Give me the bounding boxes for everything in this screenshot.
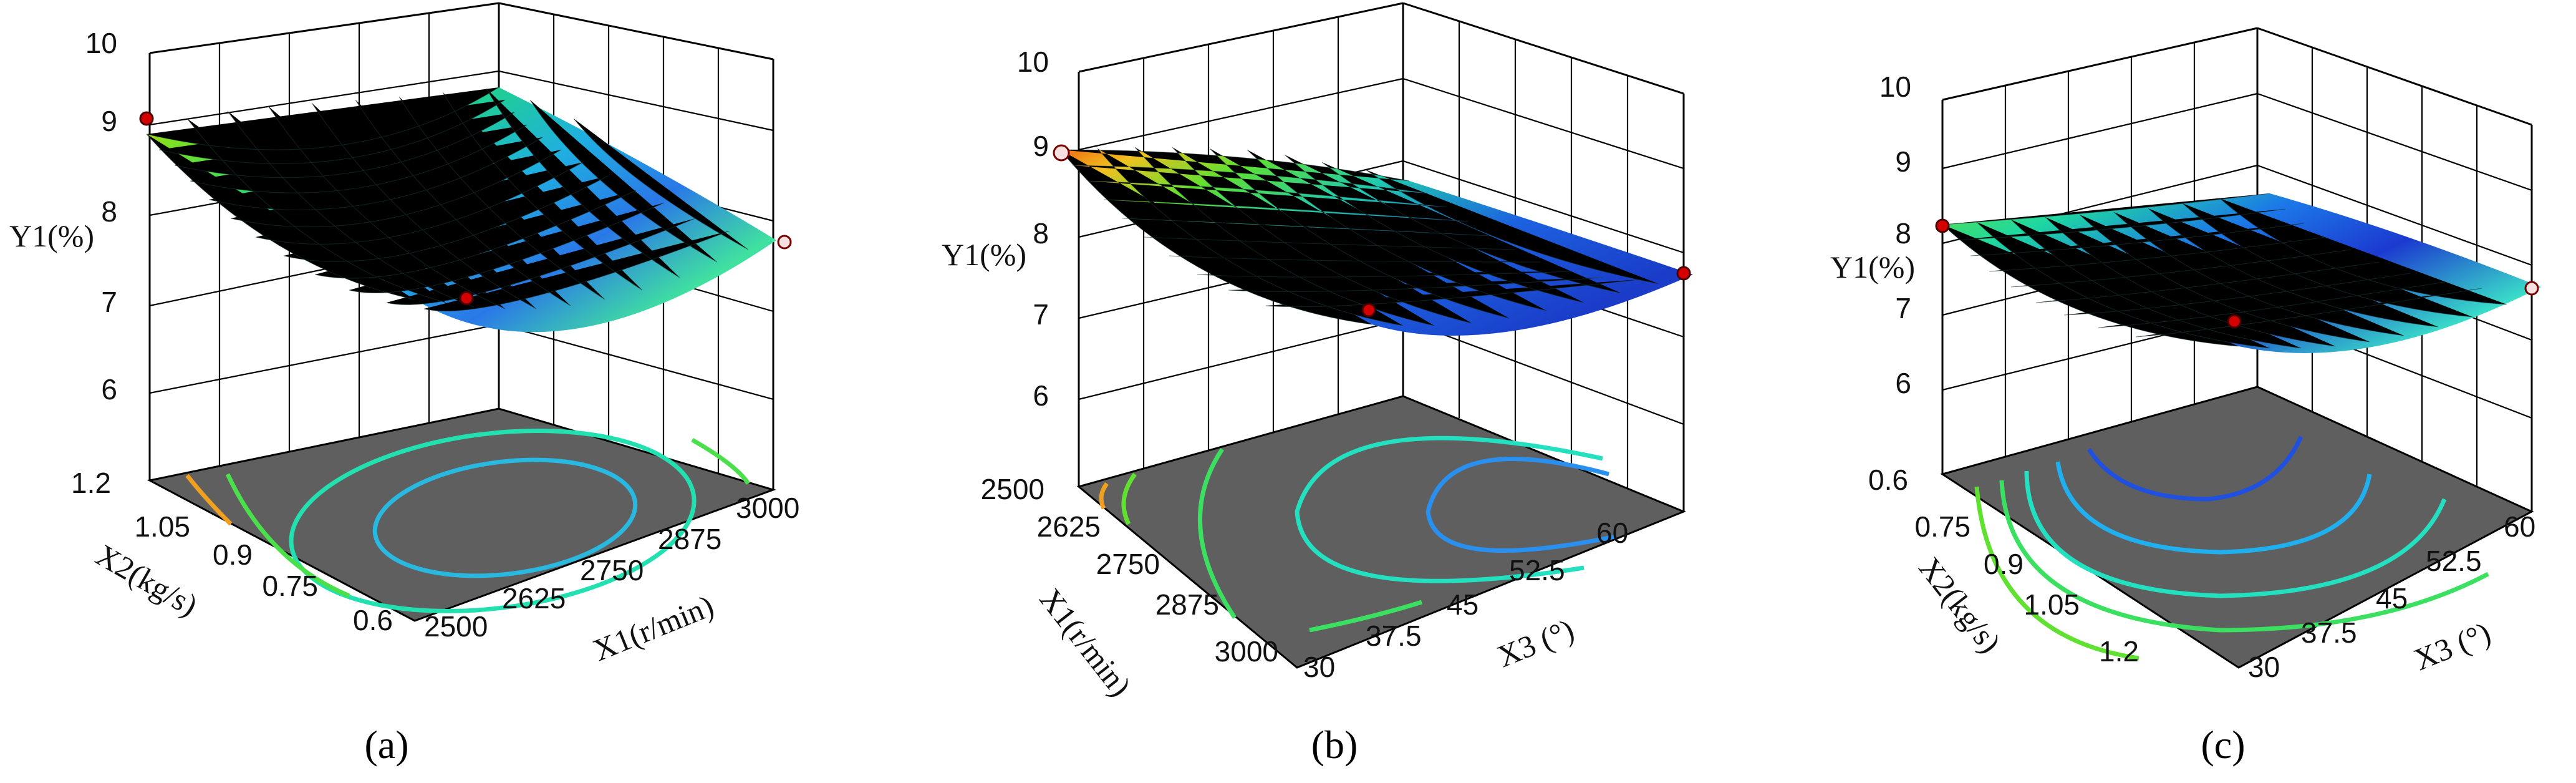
panel-c-x-tick: 30 bbox=[2248, 651, 2280, 683]
panel-a-points bbox=[139, 111, 792, 306]
panel-b-surface bbox=[1059, 147, 1693, 336]
panel-a: 10 9 8 7 6 Y1(%) 1.2 1.05 0.9 0.75 0.6 X… bbox=[9, 2, 799, 767]
panel-a-z-label: Y1(%) bbox=[9, 218, 94, 253]
panel-b-x-tick: 52.5 bbox=[1509, 554, 1565, 586]
panel-c-x-tick: 60 bbox=[2504, 510, 2535, 543]
panel-a-z-tick: 10 bbox=[85, 27, 117, 59]
panel-a-z-tick: 8 bbox=[101, 195, 117, 228]
panel-b-z-ticks: 10 9 8 7 6 bbox=[1017, 46, 1049, 412]
panel-b-x-tick: 30 bbox=[1303, 651, 1335, 683]
panel-c: 10 9 8 7 6 Y1(%) 0.6 0.75 0.9 1.05 1.2 X… bbox=[1830, 27, 2541, 767]
panel-a-x-tick: 2500 bbox=[424, 610, 488, 643]
panel-a-point-high bbox=[139, 111, 154, 126]
panel-c-y-ticks: 0.6 0.75 0.9 1.05 1.2 bbox=[1868, 464, 2139, 668]
panel-a-point-center bbox=[459, 291, 474, 306]
panel-b-x-tick: 60 bbox=[1596, 517, 1628, 549]
panel-a-x-label: X1(r/min) bbox=[588, 588, 718, 668]
panel-c-surface bbox=[1942, 193, 2541, 353]
panel-c-y-tick: 0.75 bbox=[1914, 510, 1971, 543]
panel-a-x-tick: 2875 bbox=[658, 523, 721, 555]
panel-b-x-label: X3 (°) bbox=[1492, 612, 1579, 674]
panel-c-x-label: X3 (°) bbox=[2409, 615, 2496, 677]
panel-c-z-tick: 6 bbox=[1895, 367, 1911, 399]
panel-b-z-tick: 10 bbox=[1017, 46, 1049, 78]
panel-b-point-right bbox=[1676, 266, 1691, 281]
panel-c-y-tick: 1.05 bbox=[2024, 588, 2080, 621]
panel-c-z-tick: 7 bbox=[1895, 292, 1911, 324]
panel-b-points bbox=[1053, 144, 1691, 318]
panel-b-x-tick: 37.5 bbox=[1366, 620, 1422, 652]
panel-a-y-ticks: 1.2 1.05 0.9 0.75 0.6 bbox=[71, 467, 393, 636]
panel-a-z-tick: 7 bbox=[101, 286, 117, 318]
panel-b-point-high bbox=[1053, 144, 1070, 162]
panel-a-y-tick: 0.75 bbox=[262, 570, 318, 602]
panel-c-z-ticks: 10 9 8 7 6 bbox=[1879, 71, 1911, 399]
panel-b-caption: (b) bbox=[1311, 722, 1358, 767]
panel-c-y-tick: 0.9 bbox=[1984, 548, 2024, 580]
panel-b-y-tick: 2875 bbox=[1155, 588, 1219, 621]
panel-a-caption: (a) bbox=[364, 722, 408, 767]
panel-b-z-tick: 8 bbox=[1033, 217, 1049, 250]
panel-a-contours bbox=[185, 429, 750, 613]
panel-a-y-tick: 1.05 bbox=[134, 510, 190, 543]
panel-a-x-ticks: 2500 2625 2750 2875 3000 bbox=[424, 492, 799, 643]
panel-b: 10 9 8 7 6 Y1(%) 2500 2625 2750 2875 300… bbox=[942, 2, 1693, 767]
panel-c-y-tick: 0.6 bbox=[1868, 464, 1908, 496]
panel-c-x-tick: 45 bbox=[2376, 582, 2408, 615]
panel-b-y-tick: 2750 bbox=[1096, 548, 1160, 580]
panel-b-y-tick: 3000 bbox=[1215, 635, 1278, 668]
panel-b-x-ticks: 30 37.5 45 52.5 60 bbox=[1303, 517, 1628, 683]
panel-c-z-label: Y1(%) bbox=[1830, 250, 1915, 285]
panel-a-point-right bbox=[777, 235, 792, 250]
panel-a-z-tick: 6 bbox=[101, 373, 117, 406]
panel-a-y-tick: 0.6 bbox=[353, 604, 393, 636]
panel-a-y-tick: 0.9 bbox=[213, 538, 253, 571]
panel-a-z-tick: 9 bbox=[101, 105, 117, 137]
panel-b-y-ticks: 2500 2625 2750 2875 3000 bbox=[981, 473, 1278, 668]
panel-c-caption: (c) bbox=[2201, 722, 2245, 767]
panel-b-base-plane bbox=[1076, 395, 1686, 669]
panel-b-y-tick: 2625 bbox=[1037, 510, 1101, 543]
panel-c-point-right bbox=[2524, 281, 2539, 296]
panel-c-z-tick: 9 bbox=[1895, 145, 1911, 178]
panel-c-points bbox=[1935, 218, 2539, 329]
panel-c-point-high bbox=[1935, 218, 1950, 233]
panel-c-y-tick: 1.2 bbox=[2099, 635, 2139, 668]
panel-a-base-plane bbox=[147, 407, 776, 622]
panel-a-z-ticks: 10 9 8 7 6 bbox=[85, 27, 117, 406]
panel-b-y-label: X1(r/min) bbox=[1033, 581, 1138, 703]
panel-a-x-tick: 3000 bbox=[736, 492, 799, 524]
panel-c-x-ticks: 30 37.5 45 52.5 60 bbox=[2248, 510, 2535, 683]
panel-a-surface bbox=[146, 87, 776, 333]
panel-a-y-tick: 1.2 bbox=[71, 467, 111, 499]
panel-c-z-tick: 8 bbox=[1895, 217, 1911, 250]
panel-b-point-center bbox=[1361, 303, 1376, 318]
panel-b-z-tick: 7 bbox=[1033, 298, 1049, 331]
panel-c-contours bbox=[1974, 435, 2489, 661]
panel-c-x-tick: 52.5 bbox=[2426, 545, 2482, 577]
panel-b-y-tick: 2500 bbox=[981, 473, 1044, 505]
panel-b-contours bbox=[1099, 435, 1616, 633]
panel-a-x-tick: 2750 bbox=[580, 554, 644, 586]
panel-c-point-center bbox=[2227, 314, 2242, 329]
panel-b-z-label: Y1(%) bbox=[942, 237, 1026, 272]
panel-a-y-label: X2(kg/s) bbox=[90, 537, 204, 623]
panel-b-z-tick: 6 bbox=[1033, 379, 1049, 412]
panel-a-x-tick: 2625 bbox=[502, 582, 566, 615]
panel-c-base-plane bbox=[1940, 386, 2534, 669]
panel-c-z-tick: 10 bbox=[1879, 71, 1911, 103]
panel-b-x-tick: 45 bbox=[1447, 588, 1479, 621]
panel-c-x-tick: 37.5 bbox=[2301, 616, 2357, 649]
panel-b-z-tick: 9 bbox=[1033, 130, 1049, 162]
